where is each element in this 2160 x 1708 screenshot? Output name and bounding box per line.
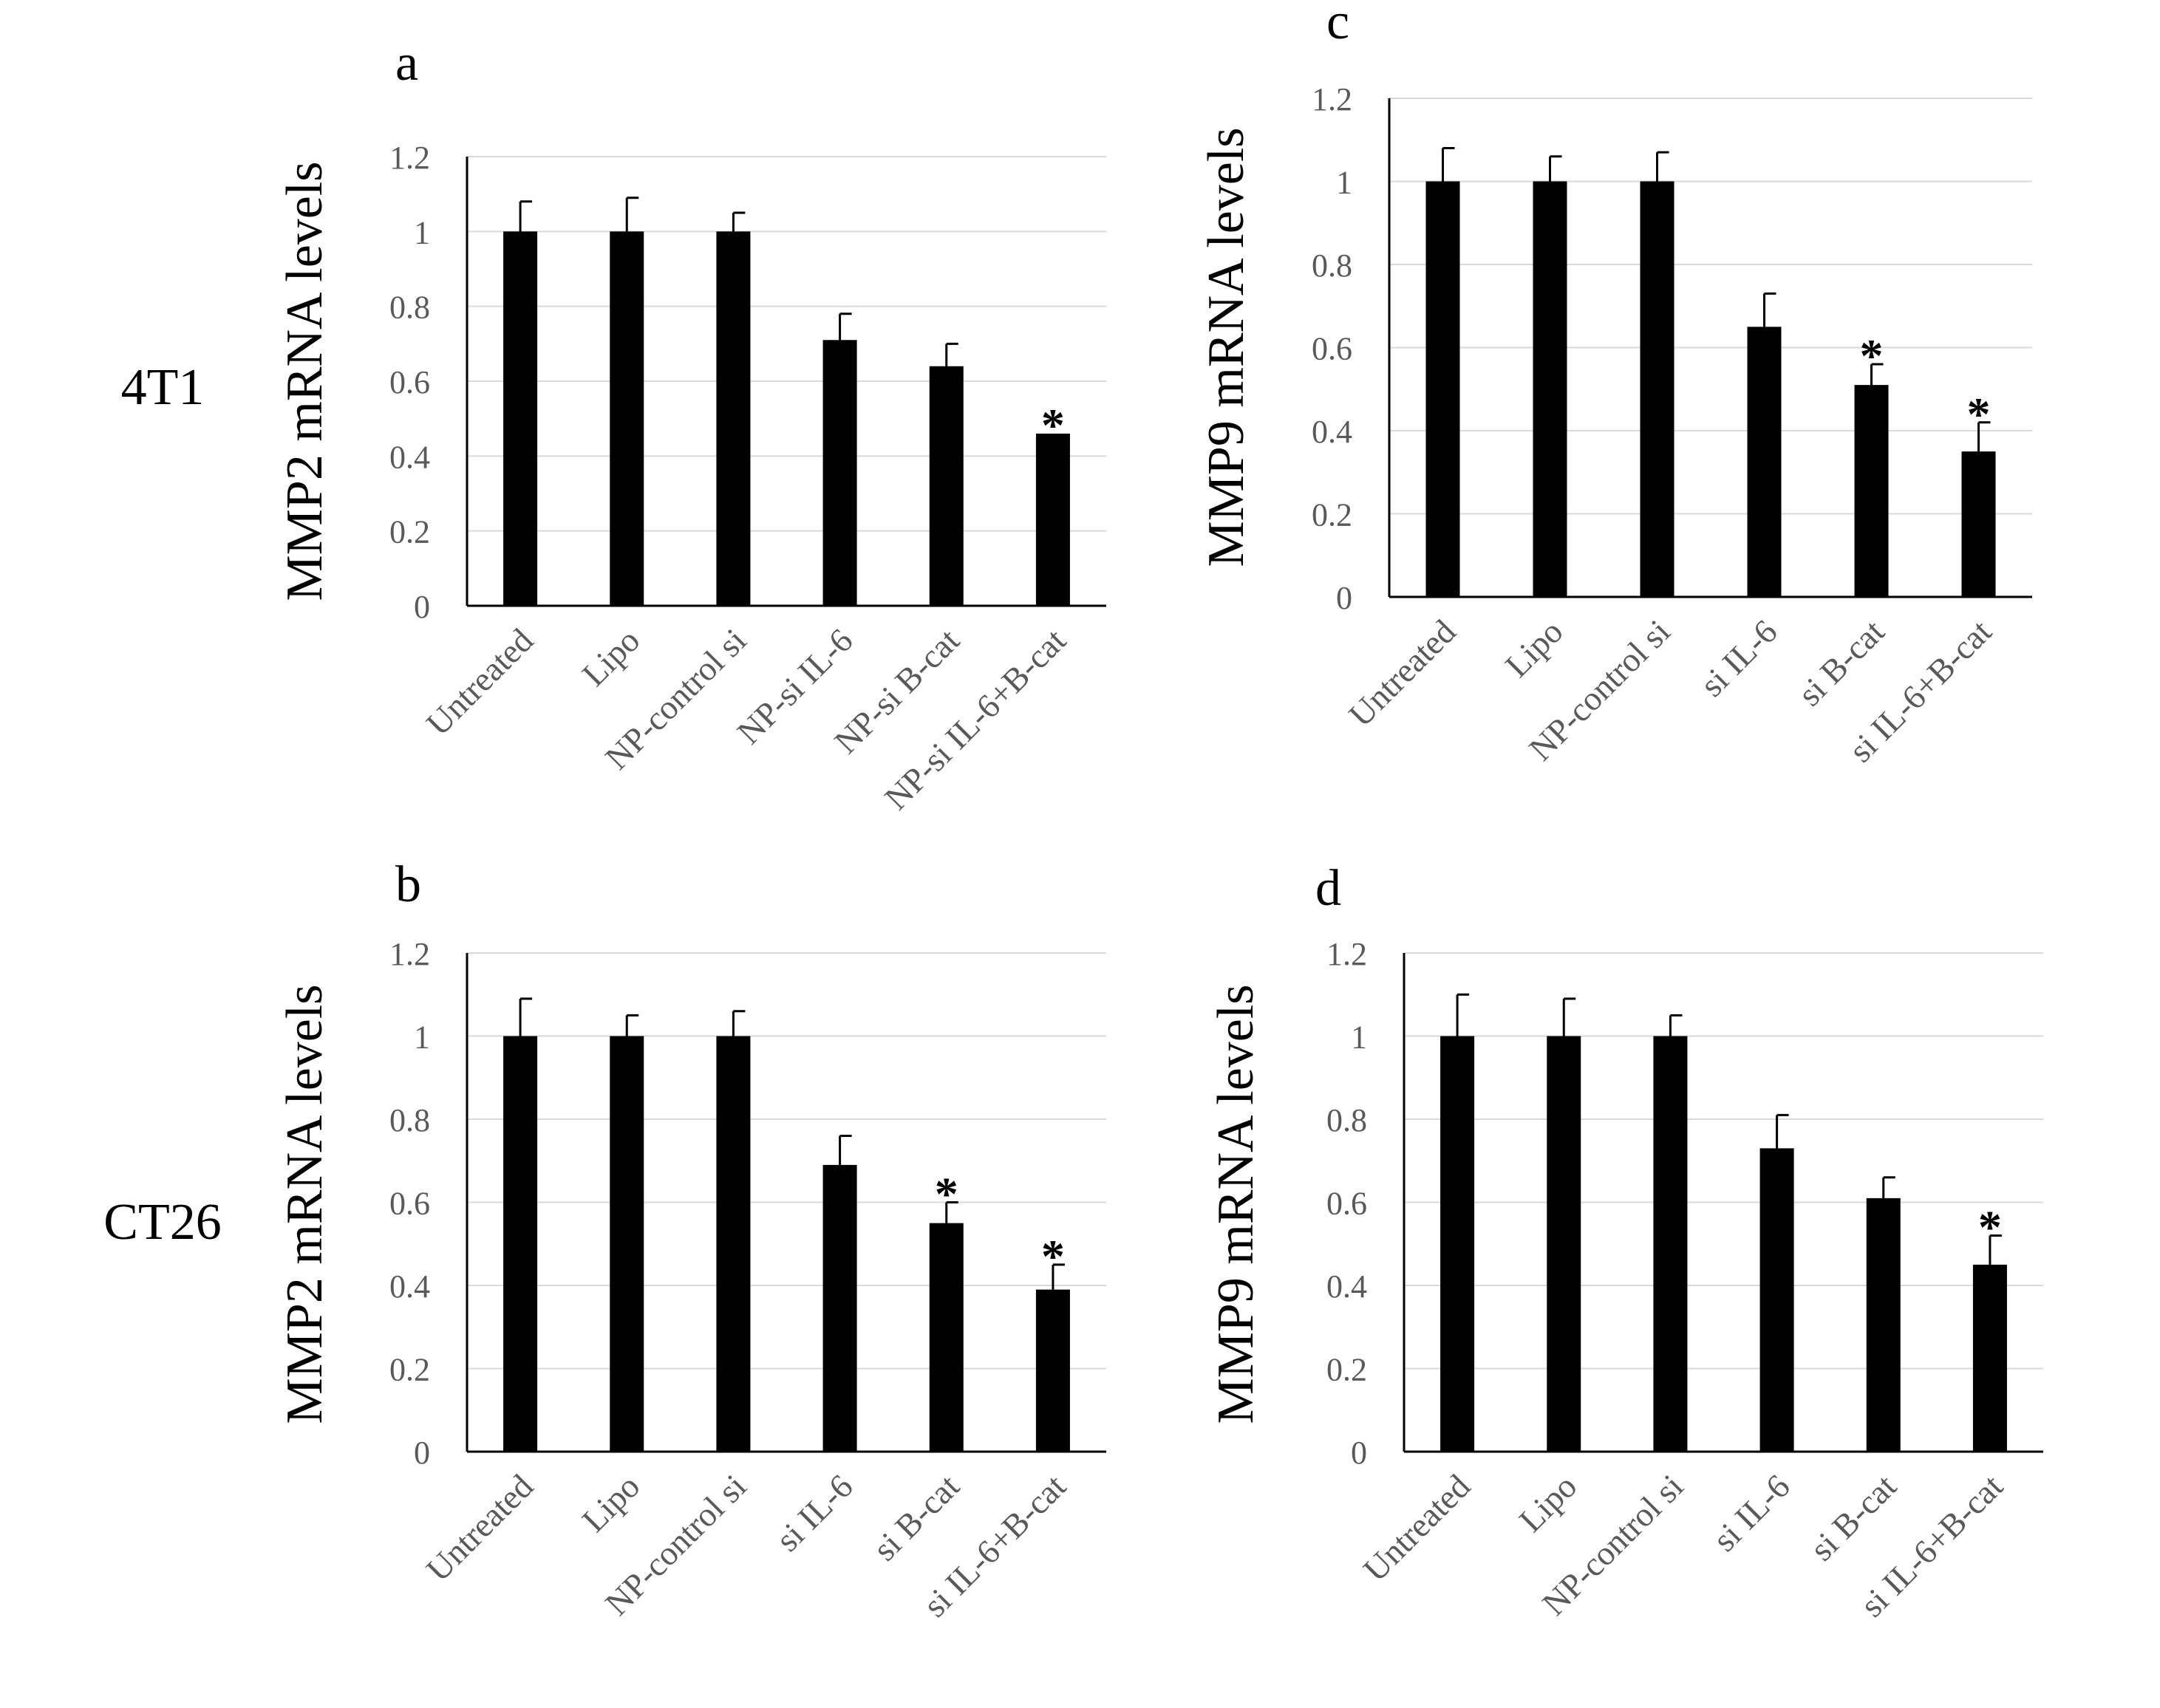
- bar-4: [1759, 1148, 1794, 1452]
- category-label: si B-cat: [1791, 612, 1891, 713]
- panel-label: c: [1326, 0, 1349, 50]
- bar-5: [1854, 385, 1889, 597]
- y-tick-label: 0: [1336, 580, 1352, 616]
- y-tick-label: 1.2: [389, 936, 430, 972]
- chart-panel-b: b 0 0.2 0.4 0.6 0.8 1 1.2 MMP2 mRNA levels Untrea…: [276, 856, 1106, 1624]
- y-tick-label: 0.6: [1326, 1186, 1367, 1222]
- category-label: si IL-6: [769, 1467, 860, 1559]
- y-tick-label: 0.4: [1312, 414, 1352, 450]
- y-tick-label: 0.8: [389, 290, 430, 326]
- y-tick-label: 0.8: [1326, 1102, 1367, 1138]
- category-label: si IL-6: [1706, 1467, 1797, 1559]
- y-tick-label: 1: [1351, 1019, 1367, 1056]
- significance-marker: *: [1041, 399, 1065, 451]
- category-label: Lipo: [575, 1467, 647, 1540]
- panel-label: b: [395, 856, 421, 913]
- chart-panel-c: c 0 0.2 0.4 0.6 0.8 1 1.2 MMP9 mRNA levels Untrea…: [1198, 0, 2032, 769]
- y-tick-label: 0.2: [1312, 497, 1352, 533]
- bar-3: [716, 1036, 751, 1452]
- y-tick-label: 1: [414, 214, 430, 250]
- y-tick-label: 0: [414, 589, 430, 625]
- category-label: Untreated: [1356, 1467, 1477, 1588]
- bar-3: [1653, 1036, 1688, 1452]
- bar-5: [1866, 1198, 1901, 1452]
- y-tick-label: 0.2: [1326, 1352, 1367, 1388]
- bar-1: [503, 231, 538, 606]
- bar-3: [716, 231, 751, 606]
- bar-4: [1747, 327, 1782, 597]
- significance-marker: *: [1041, 1230, 1065, 1282]
- significance-marker: *: [935, 1168, 958, 1220]
- y-tick-label: 1.2: [389, 140, 430, 176]
- bar-2: [610, 1036, 644, 1452]
- bar-1: [503, 1036, 538, 1452]
- category-label: si B-cat: [865, 1467, 966, 1568]
- bar-6: [1972, 1264, 2007, 1452]
- y-tick-label: 0.4: [1326, 1268, 1367, 1305]
- panel-label: d: [1315, 860, 1341, 917]
- y-tick-label: 0.6: [389, 364, 430, 400]
- significance-marker: *: [1860, 329, 1884, 382]
- category-label: si IL-6: [1693, 612, 1785, 704]
- y-tick-label: 1.2: [1326, 936, 1367, 972]
- y-tick-label: 0.8: [1312, 247, 1352, 284]
- bar-5: [929, 366, 964, 606]
- y-axis-label: MMP2 mRNA levels: [276, 984, 333, 1424]
- category-label: si B-cat: [1802, 1467, 1903, 1568]
- category-label: Untreated: [1341, 612, 1462, 734]
- y-axis-label: MMP2 mRNA levels: [276, 161, 333, 601]
- bar-6: [1035, 433, 1070, 606]
- y-tick-label: 0.4: [389, 1268, 430, 1305]
- bar-2: [1547, 1036, 1581, 1452]
- chart-panel-a: a 0 0.2 0.4 0.6 0.8 1 1.2 MMP2 mRNA levels Untrea…: [276, 35, 1106, 817]
- bar-4: [822, 1164, 857, 1452]
- significance-marker: *: [1967, 388, 1991, 440]
- significance-marker: *: [1978, 1201, 2002, 1254]
- bar-5: [929, 1223, 964, 1452]
- y-tick-label: 0: [1351, 1435, 1367, 1471]
- bar-2: [1533, 181, 1567, 597]
- bar-3: [1640, 181, 1674, 597]
- row-label-4t1: 4T1: [120, 359, 205, 416]
- bar-6: [1961, 451, 1996, 597]
- row-label-ct26: CT26: [103, 1194, 222, 1251]
- bar-1: [1440, 1036, 1475, 1452]
- y-tick-label: 0.6: [389, 1186, 430, 1222]
- y-tick-label: 0.2: [389, 514, 430, 550]
- category-label: NP-si IL-6+B-cat: [877, 621, 1073, 817]
- bar-6: [1035, 1289, 1070, 1452]
- chart-panel-d: d 0 0.2 0.4 0.6 0.8 1 1.2 MMP9 mRNA levels Untrea…: [1207, 860, 2043, 1624]
- y-tick-label: 1.2: [1312, 81, 1352, 117]
- y-tick-label: 0.8: [389, 1102, 430, 1138]
- y-tick-label: 1: [1336, 165, 1352, 201]
- bar-2: [610, 231, 644, 606]
- y-tick-label: 1: [414, 1019, 430, 1056]
- category-label: Lipo: [1512, 1467, 1584, 1540]
- y-tick-label: 0.4: [389, 439, 430, 475]
- bar-1: [1425, 181, 1460, 597]
- category-label: Lipo: [1498, 612, 1570, 685]
- category-label: Untreated: [419, 621, 540, 742]
- y-tick-label: 0: [414, 1435, 430, 1471]
- y-axis-label: MMP9 mRNA levels: [1207, 984, 1264, 1424]
- bar-4: [822, 340, 857, 606]
- category-label: Lipo: [575, 621, 647, 694]
- y-tick-label: 0.6: [1312, 331, 1352, 367]
- category-label: Untreated: [419, 1467, 540, 1588]
- y-axis-label: MMP9 mRNA levels: [1198, 127, 1255, 567]
- y-tick-label: 0.2: [389, 1352, 430, 1388]
- panel-label: a: [395, 35, 418, 92]
